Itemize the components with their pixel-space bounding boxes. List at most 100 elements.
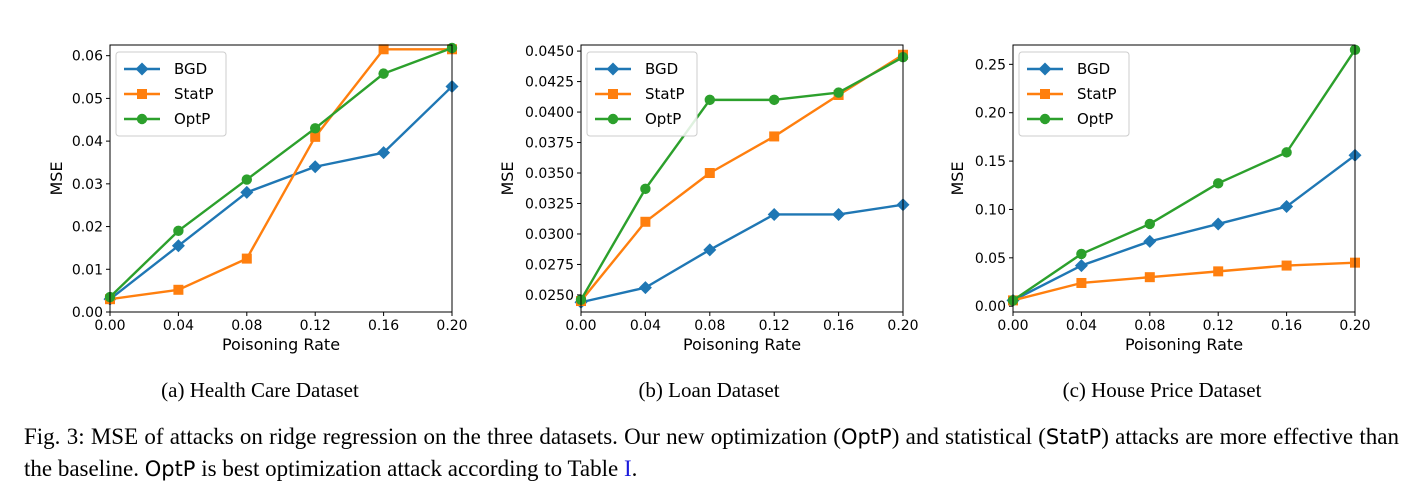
data-point-optp (640, 183, 651, 195)
data-point-optp (173, 225, 184, 237)
series-line-statp (580, 53, 904, 302)
subcaption-c: (c) House Price Dataset (1062, 378, 1262, 402)
x-tick-label: 0.16 (1271, 318, 1302, 334)
x-axis-label: Poisoning Rate (222, 335, 340, 354)
legend-label-bgd: BGD (174, 60, 207, 78)
x-tick-label: 0.12 (759, 318, 790, 334)
x-tick-label: 0.00 (997, 318, 1028, 334)
data-point-optp (378, 68, 389, 79)
caption-text-prefix: Fig. 3: MSE of attacks on ridge regressi… (24, 424, 841, 449)
y-tick-label: 0.10 (975, 202, 1006, 218)
legend-marker-statp (137, 89, 147, 99)
y-axis-label: MSE (948, 161, 967, 195)
chart-c: 0.00 0.04 0.08 0.12 0.16 0.20 0.00 0.05 0.10 0.15… (948, 44, 1371, 354)
figure-caption: Fig. 3: MSE of attacks on ridge regressi… (24, 421, 1399, 485)
x-tick-label: 0.20 (1339, 318, 1370, 334)
y-tick-label: 0.02 (72, 220, 103, 236)
series-line-statp (1012, 261, 1356, 302)
y-tick-label: 0.15 (975, 154, 1006, 170)
series-line-statp (109, 48, 452, 301)
caption-text: ) and statistical ( (891, 424, 1046, 449)
x-tick-label: 0.08 (1134, 318, 1165, 334)
y-tick-label: 0.25 (975, 57, 1006, 73)
series-line-optp (1012, 49, 1356, 302)
y-tick-label: 0.0325 (525, 196, 574, 212)
axes-frame (109, 44, 453, 313)
legend-marker-bgd (1038, 62, 1052, 76)
data-point-statp (1076, 277, 1087, 288)
y-tick-label: 0.06 (72, 49, 103, 65)
data-point-bgd (1074, 259, 1088, 273)
x-tick-label: 0.12 (1203, 318, 1234, 334)
x-tick-label: 0.04 (630, 318, 661, 334)
series-line-optp (109, 46, 453, 298)
data-point-optp (769, 94, 780, 106)
x-tick-label: 0.20 (887, 318, 918, 334)
x-tick-label: 0.08 (694, 318, 725, 334)
y-tick-label: 0.01 (72, 262, 103, 278)
y-tick-label: 0.04 (72, 134, 103, 150)
legend-label-statp: StatP (174, 85, 214, 103)
data-point-statp (704, 168, 715, 179)
y-tick-label: 0.0375 (525, 136, 574, 152)
legend-marker-optp (136, 113, 148, 125)
caption-text: is best optimization attack according to… (195, 456, 624, 481)
x-axis-label: Poisoning Rate (683, 335, 801, 354)
y-tick-label: 0.05 (72, 91, 103, 107)
data-point-statp (1213, 266, 1224, 277)
data-point-optp (1213, 178, 1224, 189)
caption-optp: OptP (144, 457, 196, 481)
data-point-bgd (1211, 217, 1225, 231)
data-point-bgd (638, 281, 652, 295)
table-reference-link[interactable]: I (623, 456, 632, 481)
legend-marker-bgd (606, 62, 620, 76)
chart-b: 0.00 0.04 0.08 0.12 0.16 0.20 0.0250 0.0275 0.03… (498, 44, 919, 354)
y-tick-label: 0.0300 (525, 227, 574, 243)
y-tick-label: 0.0250 (525, 288, 574, 304)
series-line-bgd (580, 203, 904, 304)
y-tick-label: 0.0400 (525, 105, 574, 121)
legend-label-optp: OptP (174, 110, 210, 128)
x-tick-label: 0.04 (163, 318, 194, 334)
data-point-statp (310, 131, 321, 142)
legend-label-optp: OptP (1077, 110, 1113, 128)
data-point-bgd (171, 239, 185, 253)
y-axis-label: MSE (498, 161, 517, 195)
data-point-bgd (308, 160, 322, 174)
data-point-bgd (703, 243, 717, 257)
x-tick-label: 0.20 (436, 318, 467, 334)
y-tick-label: 0.00 (975, 299, 1006, 315)
data-point-optp (1144, 218, 1156, 230)
x-tick-label: 0.00 (94, 318, 125, 334)
y-tick-label: 0.05 (975, 251, 1006, 267)
data-point-statp (640, 216, 651, 227)
legend-marker-optp (1039, 113, 1051, 125)
series-line-optp (579, 56, 904, 301)
caption-text-suffix: . (631, 456, 638, 481)
y-tick-label: 0.20 (975, 106, 1006, 122)
legend-label-statp: StatP (1077, 85, 1117, 103)
data-point-bgd (1143, 234, 1157, 248)
caption-optp: OptP (840, 425, 892, 449)
legend-label-optp: OptP (645, 110, 681, 128)
data-point-statp (1144, 272, 1155, 283)
axes-frame (580, 44, 904, 313)
subcaption-b: (b) Loan Dataset (638, 378, 780, 402)
data-point-bgd (832, 207, 846, 221)
y-tick-label: 0.0425 (525, 75, 574, 91)
data-point-statp (378, 44, 389, 55)
data-point-statp (173, 284, 184, 295)
data-point-statp (241, 253, 252, 264)
x-tick-label: 0.12 (300, 318, 331, 334)
subcaption-a: (a) Health Care Dataset (161, 378, 359, 402)
data-point-optp (241, 174, 252, 185)
legend-marker-bgd (135, 62, 149, 76)
y-tick-label: 0.0275 (525, 257, 574, 273)
data-point-optp (704, 94, 715, 106)
legend-label-statp: StatP (645, 85, 685, 103)
data-point-statp (769, 131, 780, 142)
data-point-optp (1281, 147, 1292, 158)
x-tick-label: 0.00 (565, 318, 596, 334)
legend-marker-statp (608, 89, 618, 99)
